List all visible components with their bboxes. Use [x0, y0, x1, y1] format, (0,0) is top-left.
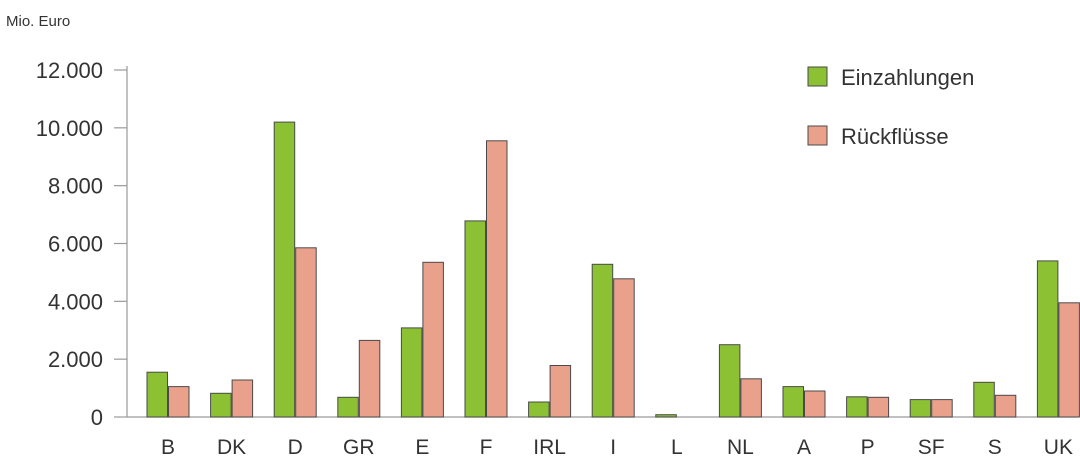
y-tick-label: 4.000: [48, 289, 103, 314]
legend-swatch-einzahlungen: [808, 67, 827, 86]
bar-ruckflusse-gr: [359, 340, 380, 417]
x-tick-label-sf: SF: [918, 436, 945, 459]
legend-swatch-rueckfluesse: [808, 126, 827, 145]
bar-ruckflusse-p: [868, 397, 889, 417]
y-tick-label: 12.000: [36, 58, 103, 83]
x-tick-label-a: A: [797, 436, 811, 459]
bar-ruckflusse-b: [169, 387, 190, 417]
bar-einzahlungen-b: [147, 372, 168, 417]
bar-einzahlungen-l: [656, 415, 677, 417]
y-tick-labels: 0 2.000 4.000 6.000 8.000 10.000 12.000: [36, 58, 103, 430]
x-tick-label-dk: DK: [217, 436, 246, 459]
bar-ruckflusse-nl: [741, 379, 762, 417]
x-tick-label-b: B: [161, 436, 175, 459]
bar-einzahlungen-f: [465, 221, 486, 417]
x-tick-label-irl: IRL: [533, 436, 566, 459]
bar-einzahlungen-s: [974, 382, 995, 417]
bar-einzahlungen-nl: [719, 345, 740, 417]
bar-ruckflusse-f: [487, 141, 508, 417]
x-tick-label-s: S: [988, 436, 1002, 459]
bar-einzahlungen-p: [847, 397, 868, 417]
x-tick-label-p: P: [861, 436, 875, 459]
x-tick-label-uk: UK: [1044, 436, 1073, 459]
x-tick-label-nl: NL: [727, 436, 754, 459]
bar-einzahlungen-e: [401, 328, 422, 417]
bar-ruckflusse-d: [296, 248, 317, 417]
bar-einzahlungen-gr: [338, 397, 359, 417]
y-axis-unit-label: Mio. Euro: [6, 13, 70, 30]
y-tick-label: 10.000: [36, 116, 103, 141]
legend-label-einzahlungen: Einzahlungen: [841, 65, 974, 90]
bar-einzahlungen-uk: [1037, 261, 1058, 417]
bar-einzahlungen-a: [783, 387, 804, 417]
y-tick-label: 8.000: [48, 174, 103, 199]
legend: Einzahlungen Rückflüsse: [808, 65, 974, 149]
x-tick-label-gr: GR: [343, 436, 375, 459]
bar-einzahlungen-d: [274, 122, 295, 417]
bar-ruckflusse-s: [995, 395, 1016, 417]
bar-ruckflusse-dk: [232, 380, 253, 417]
bar-ruckflusse-irl: [550, 366, 571, 418]
legend-label-rueckfluesse: Rückflüsse: [841, 124, 949, 149]
x-tick-label-d: D: [288, 436, 303, 459]
y-tick-label: 2.000: [48, 347, 103, 372]
bar-ruckflusse-e: [423, 262, 444, 417]
x-tick-labels: B DK D GR E F IRL I L NL A P SF S UK: [161, 436, 1073, 459]
bar-einzahlungen-sf: [910, 400, 931, 417]
y-tick-label: 0: [91, 405, 103, 430]
bar-einzahlungen-irl: [529, 402, 550, 417]
bar-ruckflusse-i: [614, 279, 635, 417]
x-tick-label-i: I: [610, 436, 616, 459]
x-tick-label-f: F: [480, 436, 493, 459]
y-tick-label: 6.000: [48, 232, 103, 257]
bar-ruckflusse-sf: [932, 400, 953, 417]
bar-einzahlungen-i: [592, 264, 613, 417]
bar-einzahlungen-dk: [211, 393, 232, 417]
bars: [147, 122, 1079, 417]
bar-ruckflusse-uk: [1059, 303, 1080, 417]
bar-ruckflusse-a: [805, 391, 826, 417]
x-tick-label-l: L: [671, 436, 683, 459]
x-tick-label-e: E: [415, 436, 429, 459]
